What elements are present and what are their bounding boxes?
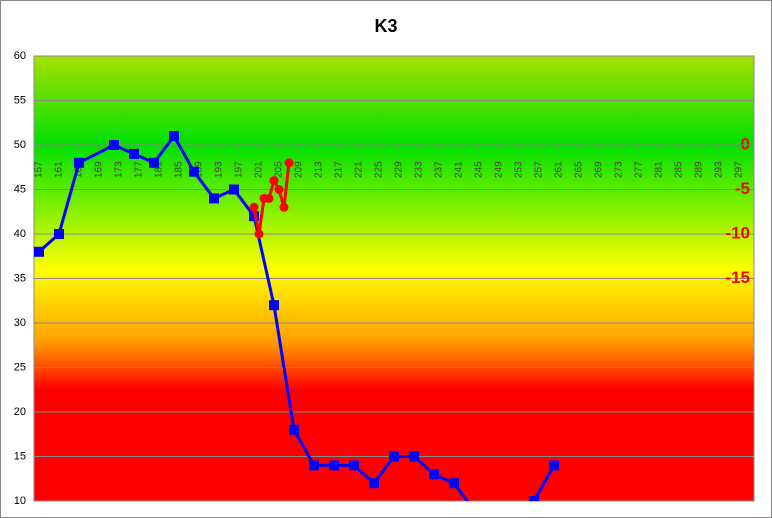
x-tick-label: 177: [134, 161, 145, 178]
point: [349, 460, 359, 471]
x-tick-label: 161: [54, 161, 65, 178]
chart-title: K3: [374, 16, 397, 36]
point: [369, 478, 379, 489]
point: [254, 229, 264, 239]
point: [449, 478, 459, 489]
point: [229, 184, 239, 195]
x-tick-label: 217: [334, 161, 345, 178]
y-tick-label: 40: [14, 228, 26, 240]
point: [34, 246, 44, 257]
x-tick-label: 205: [274, 161, 285, 178]
y2-tick-label: 0: [741, 134, 750, 153]
x-tick-label: 257: [534, 161, 545, 178]
point: [549, 460, 559, 471]
x-tick-label: 225: [374, 161, 385, 178]
x-tick-label: 285: [674, 161, 685, 178]
point: [429, 469, 439, 480]
y2-tick-label: -5: [735, 179, 750, 198]
x-tick-label: 173: [114, 161, 125, 178]
x-tick-label: 245: [474, 161, 485, 178]
x-tick-label: 265: [574, 161, 585, 178]
plot-series: [34, 131, 559, 501]
x-tick-label: 261: [554, 161, 565, 178]
x-tick-label: 269: [594, 161, 605, 178]
point: [389, 451, 399, 462]
x-tick-label: 169: [94, 161, 105, 178]
point: [409, 451, 419, 462]
x-tick-label: 277: [634, 161, 645, 178]
x-tick-label: 281: [654, 161, 665, 178]
series-line: [38, 134, 556, 501]
x-tick-label: 229: [394, 161, 405, 178]
x-tick-label: 181: [154, 161, 165, 178]
point: [54, 229, 64, 239]
x-tick-label: 165: [74, 161, 85, 178]
point: [149, 157, 159, 168]
point: [74, 157, 84, 168]
point: [274, 185, 284, 194]
y-tick-label: 35: [14, 272, 26, 284]
y-tick-label: 15: [14, 450, 26, 462]
x-tick-label: 249: [494, 161, 505, 178]
y2-tick-label: -10: [725, 223, 750, 242]
y-tick-label: 10: [14, 495, 26, 507]
point: [209, 193, 219, 204]
point: [249, 211, 259, 222]
y-tick-label: 60: [14, 50, 26, 62]
y-tick-label: 45: [14, 183, 26, 195]
y2-tick-label: -15: [725, 268, 750, 287]
x-tick-label: 221: [354, 161, 365, 178]
y-tick-label: 30: [14, 317, 26, 329]
point: [129, 148, 139, 159]
x-tick-label: 213: [314, 161, 325, 178]
point: [269, 300, 279, 311]
point: [309, 460, 319, 471]
x-tick-label: 233: [414, 161, 425, 178]
x-tick-label: 189: [194, 161, 205, 178]
point: [189, 166, 199, 177]
x-tick-label: 273: [614, 161, 625, 178]
x-tick-label: 197: [234, 161, 245, 178]
point: [264, 193, 274, 203]
y-tick-label: 55: [14, 94, 26, 106]
point: [289, 424, 299, 435]
x-tick-label: 157: [34, 161, 45, 178]
x-tick-label: 237: [434, 161, 445, 178]
point: [109, 140, 119, 150]
y-tick-label: 25: [14, 361, 26, 373]
x-tick-label: 185: [174, 161, 185, 178]
x-tick-label: 293: [714, 161, 725, 178]
x-tick-label: 241: [454, 161, 465, 178]
x-tick-label: 297: [734, 161, 745, 178]
x-tick-label: 209: [294, 161, 305, 178]
point: [284, 158, 294, 168]
point: [329, 460, 339, 471]
point: [249, 202, 259, 212]
y-tick-label: 50: [14, 139, 26, 151]
point: [529, 496, 539, 501]
point: [279, 202, 289, 212]
x-tick-label: 201: [254, 161, 265, 178]
x-tick-label: 253: [514, 161, 525, 178]
x-tick-label: 289: [694, 161, 705, 178]
point: [169, 131, 179, 142]
x-tick-label: 193: [214, 161, 225, 178]
y-tick-label: 20: [14, 406, 26, 418]
point: [269, 176, 279, 186]
